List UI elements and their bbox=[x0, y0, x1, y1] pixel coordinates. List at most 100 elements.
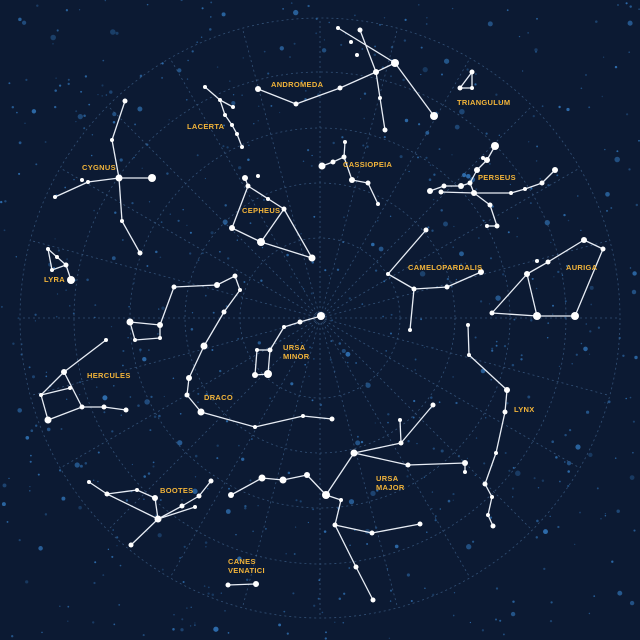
background-star bbox=[631, 289, 637, 295]
background-star bbox=[112, 529, 114, 531]
background-star bbox=[379, 24, 381, 26]
background-star bbox=[489, 257, 493, 260]
background-star bbox=[79, 381, 81, 383]
background-star bbox=[580, 342, 583, 345]
cygnus-line bbox=[121, 220, 141, 254]
background-star bbox=[102, 59, 105, 62]
background-star bbox=[50, 34, 56, 41]
background-star bbox=[122, 349, 125, 353]
bootes-line bbox=[181, 495, 200, 507]
background-star bbox=[294, 526, 297, 528]
background-star bbox=[197, 259, 200, 261]
perseus-star bbox=[552, 167, 558, 173]
hercules-star bbox=[79, 404, 85, 410]
background-star bbox=[4, 200, 7, 203]
background-star bbox=[634, 355, 638, 360]
background-star bbox=[257, 341, 261, 345]
background-star bbox=[196, 41, 199, 44]
background-star bbox=[29, 460, 32, 463]
cepheus-line bbox=[231, 185, 249, 229]
background-star bbox=[533, 477, 536, 480]
background-star bbox=[200, 36, 203, 39]
background-star bbox=[589, 285, 594, 290]
background-star bbox=[249, 479, 252, 482]
background-star bbox=[488, 303, 491, 305]
background-star bbox=[510, 611, 516, 617]
lacerta-label: LACERTA bbox=[187, 122, 225, 131]
background-star bbox=[133, 282, 135, 284]
background-star bbox=[54, 89, 57, 92]
background-star bbox=[328, 21, 330, 24]
background-star bbox=[518, 35, 521, 38]
background-star bbox=[360, 440, 364, 444]
ursa-major-star bbox=[463, 470, 467, 474]
background-star bbox=[539, 177, 542, 180]
background-star bbox=[270, 104, 273, 107]
background-star bbox=[111, 555, 114, 558]
background-star bbox=[447, 499, 451, 503]
background-star bbox=[57, 249, 61, 252]
background-star bbox=[451, 154, 453, 156]
background-star bbox=[163, 395, 165, 398]
background-star bbox=[340, 43, 343, 46]
perseus-star bbox=[491, 142, 499, 150]
background-star bbox=[263, 50, 266, 53]
background-star bbox=[97, 480, 99, 483]
background-star bbox=[36, 4, 39, 7]
background-star bbox=[614, 156, 620, 163]
draco-line bbox=[302, 415, 333, 420]
lynx-line bbox=[487, 496, 493, 516]
cepheus-star bbox=[242, 175, 248, 181]
background-star bbox=[452, 614, 455, 617]
background-star bbox=[131, 201, 134, 205]
bootes-line bbox=[106, 493, 159, 520]
andromeda-star bbox=[373, 69, 379, 75]
bootes-star bbox=[152, 495, 158, 501]
perseus-line bbox=[473, 192, 491, 206]
background-star bbox=[503, 344, 507, 348]
camelopardalis-line bbox=[387, 273, 415, 290]
auriga-line bbox=[574, 248, 604, 317]
background-star bbox=[567, 219, 570, 222]
background-star bbox=[443, 58, 450, 64]
background-star bbox=[614, 457, 617, 459]
background-star bbox=[219, 369, 222, 373]
draco-star bbox=[232, 273, 238, 279]
background-star bbox=[31, 109, 37, 114]
background-star bbox=[530, 187, 533, 190]
background-star bbox=[321, 611, 324, 614]
bootes-line bbox=[88, 481, 108, 495]
background-star bbox=[559, 480, 561, 483]
background-star bbox=[440, 449, 444, 453]
cassiopeia-star bbox=[349, 177, 355, 183]
bootes-line bbox=[198, 480, 212, 497]
hercules-star bbox=[68, 386, 72, 390]
ursa-major-star bbox=[353, 564, 359, 570]
background-star bbox=[425, 23, 428, 25]
background-star bbox=[59, 605, 61, 608]
hercules-star bbox=[39, 393, 43, 397]
auriga-star bbox=[600, 246, 606, 252]
background-star bbox=[469, 621, 472, 624]
background-star bbox=[146, 265, 149, 267]
hercules-line bbox=[63, 339, 107, 373]
background-star bbox=[589, 330, 592, 333]
background-star bbox=[491, 347, 494, 350]
ursa-major-line bbox=[230, 477, 263, 496]
background-star bbox=[185, 98, 188, 101]
background-star bbox=[302, 288, 305, 290]
andromeda-line bbox=[379, 97, 386, 131]
cassiopeia-label: CASSIOPEIA bbox=[343, 160, 393, 169]
background-star bbox=[97, 93, 99, 96]
background-star bbox=[474, 336, 477, 339]
background-star bbox=[495, 618, 497, 621]
background-star bbox=[424, 587, 426, 589]
ursa-minor-star bbox=[317, 312, 325, 320]
background-star bbox=[341, 136, 344, 139]
camelopardalis-line bbox=[387, 229, 427, 275]
right-ascension-line bbox=[30, 317, 321, 396]
perseus-line bbox=[510, 188, 526, 194]
background-star bbox=[546, 336, 549, 339]
background-star bbox=[553, 276, 555, 278]
background-star bbox=[257, 120, 259, 122]
